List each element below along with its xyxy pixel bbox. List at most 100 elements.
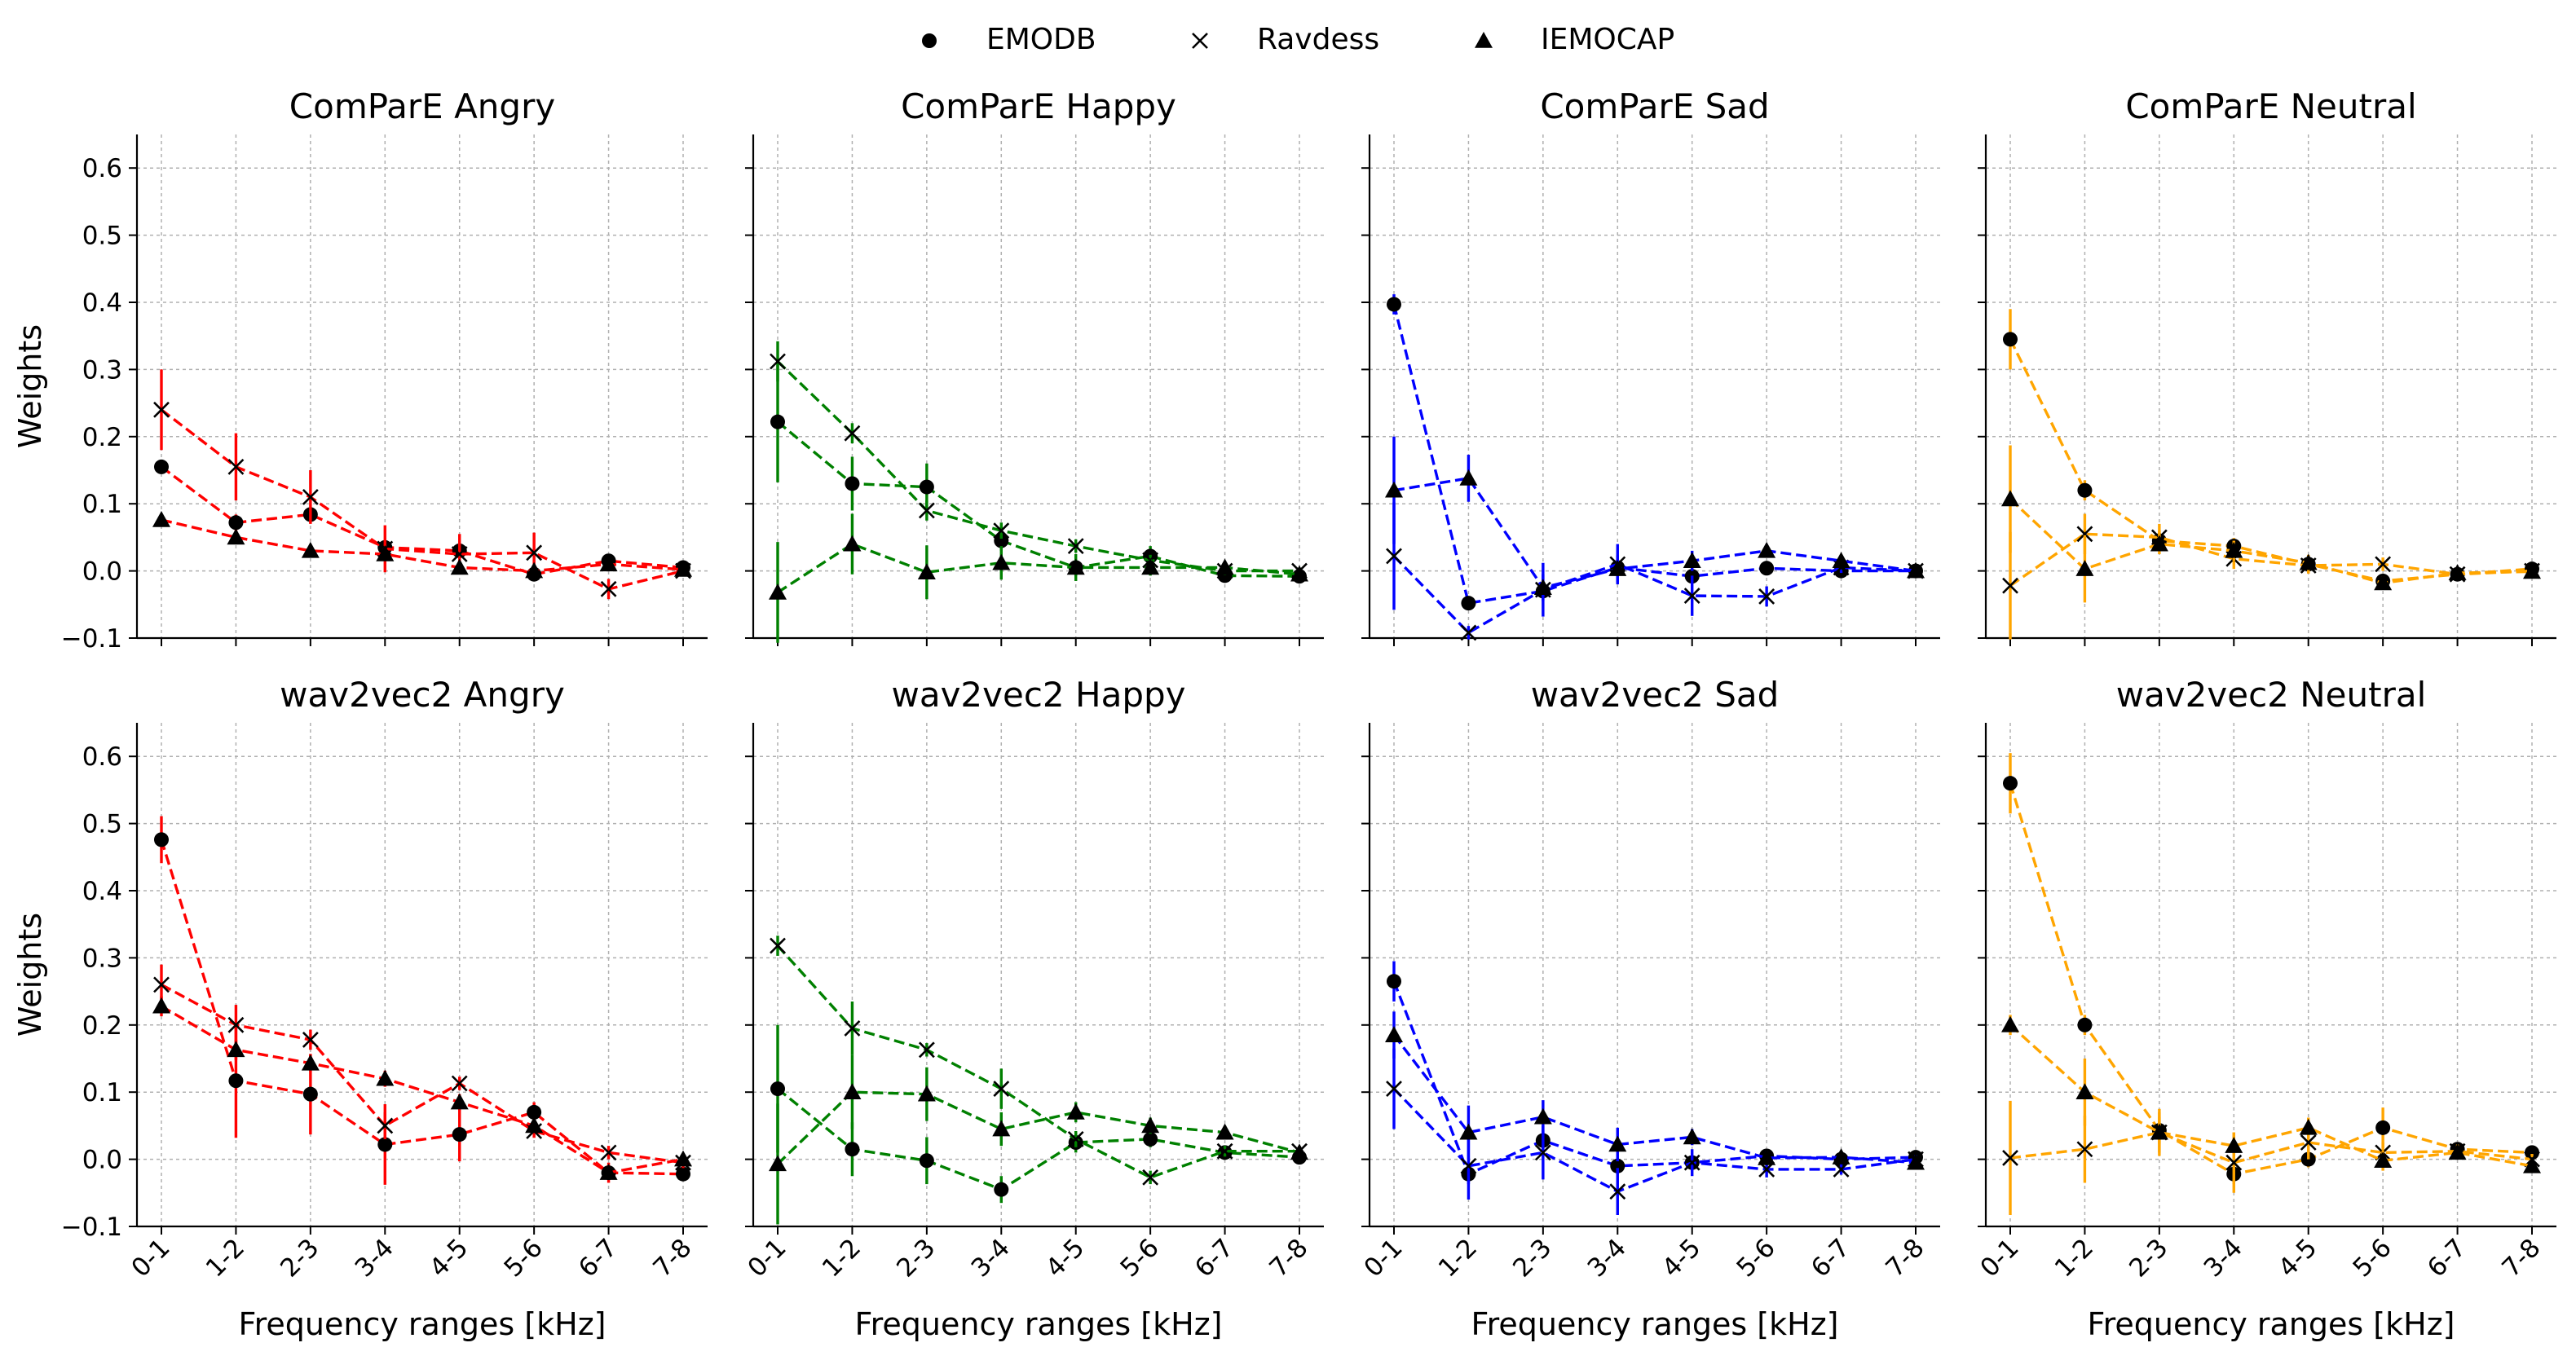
data-point <box>228 1073 244 1089</box>
data-point <box>1461 596 1476 611</box>
panel-title: ComParE Neutral <box>2125 86 2416 126</box>
data-point <box>152 510 170 527</box>
x-tick-label: 5-6 <box>1115 1233 1165 1283</box>
y-tick-label: 0.0 <box>82 1146 122 1175</box>
data-point <box>770 353 786 370</box>
y-tick-label: 0.5 <box>82 222 122 251</box>
data-point <box>844 1020 861 1037</box>
y-axis-label: Weights <box>12 913 48 1037</box>
series-line <box>160 465 684 576</box>
series-line <box>2009 338 2533 583</box>
data-point <box>153 976 170 993</box>
data-point <box>2002 577 2018 594</box>
data-point <box>2523 1156 2541 1173</box>
data-point <box>302 489 319 505</box>
data-point <box>1385 481 1403 498</box>
data-point <box>152 997 170 1014</box>
x-tick-label: 7-8 <box>2496 1233 2546 1283</box>
data-point <box>993 522 1010 539</box>
series-line <box>1392 555 1917 635</box>
data-point <box>376 545 395 561</box>
data-point <box>1141 558 1160 575</box>
data-point <box>1683 588 1700 605</box>
data-point <box>1066 1103 1085 1120</box>
x-tick-label: 2-3 <box>2124 1233 2173 1283</box>
data-point <box>154 832 169 848</box>
data-point <box>302 1086 318 1102</box>
series-iemocap <box>2001 1015 2541 1173</box>
data-point <box>600 1144 617 1161</box>
grid <box>1370 134 1940 639</box>
data-point <box>919 479 934 495</box>
panel-compare-neutral: ComParE Neutral <box>1978 86 2556 646</box>
data-point <box>1683 552 1701 569</box>
y-tick-label: 0.1 <box>82 490 122 519</box>
y-tick-label: 0.6 <box>82 742 122 772</box>
series-ravdess <box>770 936 1308 1186</box>
series-emodb <box>2003 309 2539 588</box>
panel-title: wav2vec2 Happy <box>891 675 1185 715</box>
series-iemocap <box>1385 436 1925 601</box>
y-tick-label: 0.3 <box>82 944 122 973</box>
x-tick-label: 3-4 <box>1582 1233 1632 1283</box>
series-emodb <box>2003 753 2539 1185</box>
data-point <box>993 1081 1010 1097</box>
data-point <box>377 1137 393 1152</box>
data-point <box>1142 1169 1159 1186</box>
legend-label: Ravdess <box>1257 23 1379 56</box>
data-point <box>992 553 1011 570</box>
series-line <box>1393 477 1917 590</box>
x-tick-label: 0-1 <box>1358 1233 1408 1283</box>
x-tick-label: 0-1 <box>742 1233 792 1283</box>
panel-title: wav2vec2 Angry <box>280 675 565 715</box>
series-emodb <box>154 816 690 1185</box>
data-point <box>917 563 936 580</box>
data-point <box>2374 574 2393 591</box>
series-iemocap <box>152 510 692 579</box>
x-axis-label: Frequency ranges [kHz] <box>1471 1306 1839 1342</box>
series-line <box>1392 980 1917 1177</box>
legend-marker-iemocap <box>1475 32 1493 48</box>
x-tick-label: 1-2 <box>201 1233 250 1283</box>
panel-wav2vec2-angry: −0.1 0.0 0.1 0.2 0.3 0.4 0.5 0.6 0-1 1-2 2-3 3-4 4-5… <box>12 675 708 1342</box>
x-tick-label: 2-3 <box>891 1233 941 1283</box>
y-tick-label: 0.1 <box>82 1078 122 1107</box>
data-point <box>1832 552 1850 569</box>
data-point <box>1758 541 1776 558</box>
y-tick-label: 0.2 <box>82 423 122 452</box>
series-line <box>776 420 1300 578</box>
data-point <box>674 560 692 577</box>
data-point <box>227 1041 245 1058</box>
x-tick-label: 1-2 <box>2049 1233 2099 1283</box>
data-point <box>2076 1141 2093 1158</box>
data-point <box>2375 556 2392 573</box>
x-tick-label: 5-6 <box>2348 1233 2397 1283</box>
data-point <box>994 1182 1009 1197</box>
data-point <box>377 1117 394 1134</box>
y-tick-label: 0.4 <box>82 288 122 318</box>
series-line <box>776 1087 1300 1191</box>
y-tick-label: −0.1 <box>61 1213 122 1242</box>
data-point <box>1387 974 1401 989</box>
data-point <box>1067 1130 1084 1147</box>
y-tick-label: 0.6 <box>82 154 122 183</box>
panel-title: ComParE Angry <box>289 86 555 126</box>
legend-marker-ravdess <box>1192 33 1208 49</box>
x-tick-label: 2-3 <box>1507 1233 1557 1283</box>
legend-entry-emodb: EMODB <box>922 23 1096 56</box>
data-point <box>227 528 245 545</box>
x-tick-label: 5-6 <box>499 1233 549 1283</box>
panels: −0.1 0.0 0.1 0.2 0.3 0.4 0.5 0.6 ComParE Angry We… <box>12 86 2556 1342</box>
series-emodb <box>1387 961 1923 1185</box>
x-tick-label: 3-4 <box>350 1233 399 1283</box>
series-line <box>776 360 1299 573</box>
data-point <box>1683 1128 1701 1145</box>
series-iemocap <box>769 513 1308 643</box>
data-point <box>2375 1120 2391 1135</box>
legend-label: IEMOCAP <box>1541 23 1674 56</box>
panel-compare-sad: ComParE Sad <box>1361 86 1940 646</box>
data-point <box>2077 482 2093 498</box>
data-point <box>845 476 860 491</box>
data-point <box>2225 1137 2243 1153</box>
series-line <box>777 542 1300 594</box>
